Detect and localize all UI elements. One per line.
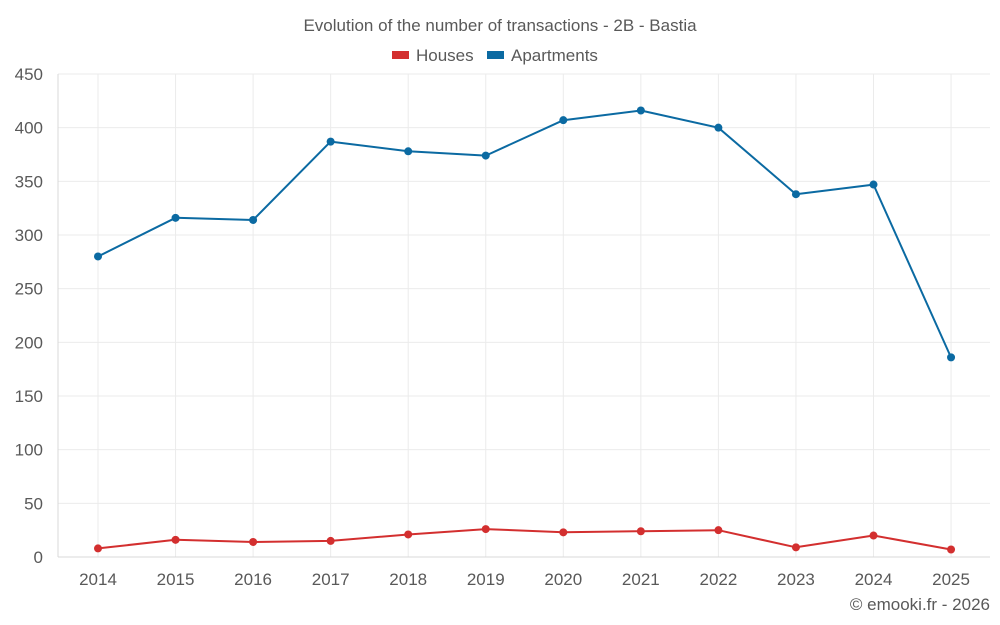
y-tick-label-250: 250 (15, 280, 43, 299)
y-tick-label-150: 150 (15, 387, 43, 406)
data-point-apartments-2022[interactable] (714, 123, 723, 132)
data-point-apartments-2017[interactable] (326, 137, 335, 146)
legend-swatch-houses (392, 51, 409, 59)
credit-text: © emooki.fr - 2026 (850, 595, 990, 614)
y-tick-label-0: 0 (34, 548, 43, 567)
x-tick-label-2024: 2024 (855, 570, 893, 589)
data-point-houses-2015[interactable] (171, 535, 180, 544)
x-tick-label-2020: 2020 (544, 570, 582, 589)
legend-label-houses: Houses (416, 46, 474, 65)
chart-title: Evolution of the number of transactions … (303, 16, 697, 35)
data-point-apartments-2025[interactable] (947, 353, 956, 362)
x-tick-label-2025: 2025 (932, 570, 970, 589)
legend-swatch-apartments (487, 51, 504, 59)
data-point-houses-2017[interactable] (326, 536, 335, 545)
y-tick-label-50: 50 (24, 494, 43, 513)
x-tick-label-2018: 2018 (389, 570, 427, 589)
data-point-apartments-2024[interactable] (869, 180, 878, 189)
data-point-houses-2023[interactable] (791, 543, 800, 552)
data-point-apartments-2018[interactable] (404, 147, 413, 156)
data-point-houses-2014[interactable] (94, 544, 102, 553)
x-tick-label-2023: 2023 (777, 570, 815, 589)
series-layer (94, 106, 956, 554)
legend-item-apartments[interactable]: Apartments (487, 46, 598, 65)
legend: Houses Apartments (392, 46, 598, 65)
y-tick-label-200: 200 (15, 333, 43, 352)
legend-item-houses[interactable]: Houses (392, 46, 474, 65)
series-line-houses (97, 528, 952, 551)
y-tick-label-300: 300 (15, 226, 43, 245)
data-point-houses-2024[interactable] (869, 531, 878, 540)
y-tick-label-400: 400 (15, 119, 43, 138)
y-tick-label-350: 350 (15, 172, 43, 191)
y-tick-label-100: 100 (15, 441, 43, 460)
data-point-houses-2019[interactable] (481, 525, 490, 534)
data-point-houses-2018[interactable] (404, 530, 413, 539)
x-tick-label-2019: 2019 (467, 570, 505, 589)
data-point-apartments-2021[interactable] (636, 106, 645, 115)
data-point-houses-2022[interactable] (714, 526, 723, 535)
legend-label-apartments: Apartments (511, 46, 598, 65)
series-line-apartments (97, 109, 952, 359)
data-point-apartments-2023[interactable] (791, 190, 800, 199)
data-point-apartments-2020[interactable] (559, 116, 568, 125)
x-tick-label-2014: 2014 (79, 570, 117, 589)
data-point-houses-2025[interactable] (947, 545, 956, 554)
axes: 0 50 100 150 200 250 300 350 400 450 2014 2015 2016 2… (15, 65, 990, 589)
x-tick-label-2017: 2017 (312, 570, 350, 589)
x-tick-label-2015: 2015 (157, 570, 195, 589)
x-tick-label-2021: 2021 (622, 570, 660, 589)
data-point-houses-2016[interactable] (249, 537, 258, 546)
data-point-houses-2021[interactable] (636, 527, 645, 536)
grid (58, 73, 990, 557)
data-point-houses-2020[interactable] (559, 528, 568, 537)
data-point-apartments-2015[interactable] (171, 213, 180, 222)
y-tick-label-450: 450 (15, 65, 43, 84)
data-point-apartments-2019[interactable] (481, 151, 490, 160)
x-tick-label-2016: 2016 (234, 570, 272, 589)
data-point-apartments-2016[interactable] (249, 215, 258, 224)
data-point-apartments-2014[interactable] (94, 252, 102, 261)
x-tick-label-2022: 2022 (699, 570, 737, 589)
